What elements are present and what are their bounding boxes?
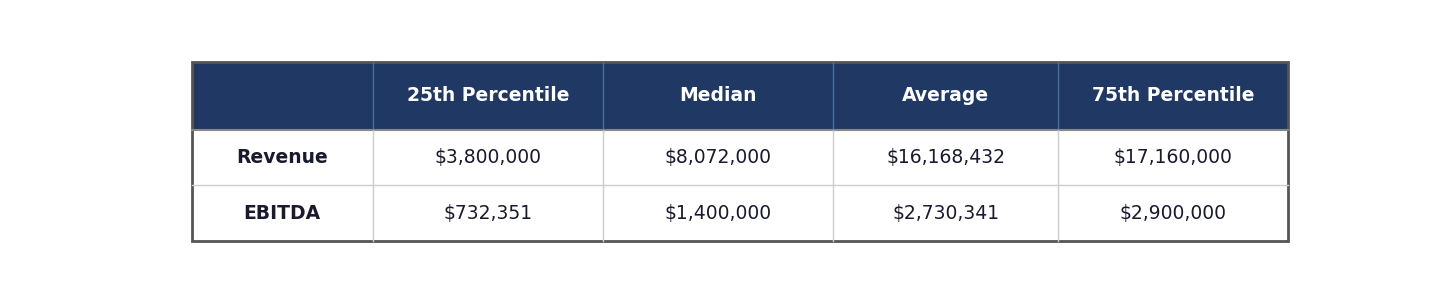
Text: $732,351: $732,351 (443, 204, 533, 223)
Bar (1058, 62, 1288, 130)
Text: $3,800,000: $3,800,000 (435, 148, 542, 167)
Text: $2,900,000: $2,900,000 (1119, 204, 1227, 223)
Bar (1058, 130, 1288, 185)
Bar (604, 130, 833, 185)
Text: $1,400,000: $1,400,000 (664, 204, 771, 223)
Bar (373, 185, 604, 241)
Text: $16,168,432: $16,168,432 (887, 148, 1005, 167)
Text: $8,072,000: $8,072,000 (664, 148, 771, 167)
Bar (604, 62, 833, 130)
Bar (192, 62, 1288, 241)
Text: $2,730,341: $2,730,341 (892, 204, 999, 223)
Text: Average: Average (902, 86, 989, 105)
Text: 75th Percentile: 75th Percentile (1092, 86, 1255, 105)
Bar (192, 185, 373, 241)
Bar (604, 185, 833, 241)
Text: $17,160,000: $17,160,000 (1113, 148, 1233, 167)
Bar (833, 62, 1058, 130)
Text: EBITDA: EBITDA (244, 204, 321, 223)
Bar (833, 130, 1058, 185)
Bar (373, 130, 604, 185)
Text: Median: Median (679, 86, 757, 105)
Bar (192, 62, 373, 130)
Bar (192, 130, 373, 185)
Text: 25th Percentile: 25th Percentile (407, 86, 569, 105)
Bar (833, 185, 1058, 241)
Bar (373, 62, 604, 130)
Text: Revenue: Revenue (237, 148, 328, 167)
Bar (1058, 185, 1288, 241)
